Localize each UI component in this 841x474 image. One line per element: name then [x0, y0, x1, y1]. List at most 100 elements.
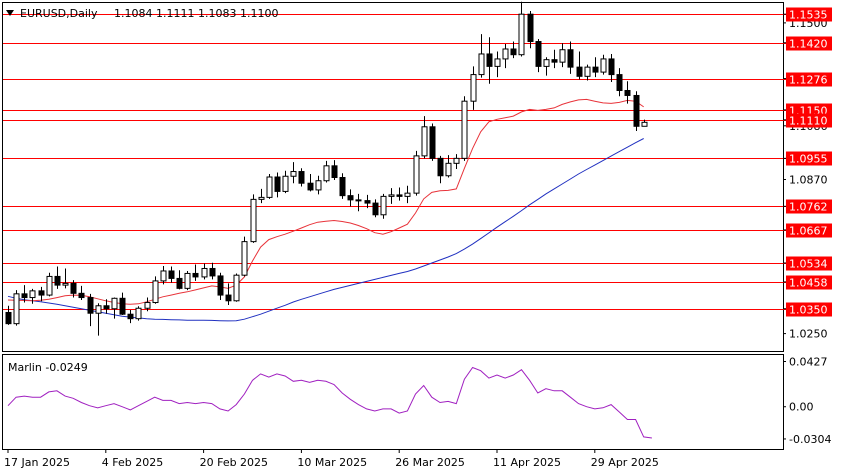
time-tick-label: 10 Mar 2025	[297, 456, 367, 469]
bullish-candle	[62, 282, 69, 286]
bullish-candle	[388, 194, 395, 197]
bearish-candle	[535, 41, 542, 67]
bearish-candle	[347, 195, 354, 201]
bullish-candle	[152, 280, 159, 304]
bearish-candle	[176, 277, 183, 289]
bullish-candle	[290, 171, 297, 177]
bullish-candle	[584, 66, 591, 77]
collapse-triangle-icon[interactable]	[6, 10, 14, 16]
level-label: 1.0762	[789, 201, 828, 214]
level-label-box	[786, 223, 832, 238]
bearish-candle	[592, 66, 599, 73]
bullish-candle	[144, 302, 151, 309]
indicator-label: Marlin -0.0249	[8, 361, 88, 374]
bearish-candle	[437, 157, 444, 177]
marlin-line	[7, 366, 652, 439]
bearish-candle	[217, 275, 224, 296]
symbol-timeframe: EURUSD,Daily	[20, 7, 98, 20]
bullish-candle	[266, 176, 273, 198]
bullish-candle	[13, 293, 20, 325]
bearish-candle	[527, 13, 534, 43]
bullish-candle	[453, 157, 460, 164]
bearish-candle	[192, 272, 199, 278]
time-tick-label: 29 Apr 2025	[591, 456, 659, 469]
bullish-candle	[543, 59, 550, 67]
bullish-candle	[641, 121, 648, 127]
bullish-candle	[502, 48, 509, 60]
bullish-candle	[380, 195, 387, 216]
bullish-candle	[135, 307, 142, 320]
level-label: 1.0955	[789, 153, 828, 166]
bullish-candle	[478, 53, 485, 76]
bearish-candle	[54, 275, 61, 286]
bullish-candle	[282, 175, 289, 192]
bearish-candle	[209, 267, 216, 277]
level-label-box	[786, 275, 832, 290]
marlin-oscillator	[7, 366, 652, 439]
level-label: 1.1420	[789, 38, 828, 51]
ohlc-values: 1.1084 1.1111 1.1083 1.1100	[114, 7, 278, 20]
bullish-candle	[494, 58, 501, 67]
bearish-candle	[21, 293, 28, 299]
bearish-candle	[103, 305, 110, 310]
bearish-candle	[633, 94, 640, 127]
level-label: 1.1276	[789, 74, 828, 87]
candlesticks	[5, 1, 648, 336]
bearish-candle	[576, 66, 583, 77]
bullish-candle	[250, 198, 257, 243]
level-label: 1.1535	[789, 9, 828, 22]
bullish-candle	[46, 275, 53, 296]
bullish-candle	[233, 274, 240, 302]
level-label-box	[786, 302, 832, 317]
bearish-candle	[364, 200, 371, 204]
bullish-candle	[445, 162, 452, 177]
bearish-candle	[225, 294, 232, 302]
level-label-box	[786, 7, 832, 22]
level-labels: 1.15351.14201.12761.11501.11101.09551.07…	[786, 7, 832, 317]
level-label-box	[786, 256, 832, 271]
bullish-candle	[413, 155, 420, 194]
bullish-candle	[315, 180, 322, 191]
bullish-candle	[258, 196, 265, 200]
indicator-tick-label: 0.0427	[789, 355, 828, 368]
bearish-candle	[567, 49, 574, 68]
bearish-candle	[396, 194, 403, 197]
bearish-candle	[307, 182, 314, 191]
bullish-candle	[518, 13, 525, 56]
time-tick-label: 20 Feb 2025	[200, 456, 268, 469]
bearish-candle	[616, 74, 623, 91]
bullish-candle	[559, 49, 566, 63]
bearish-candle	[298, 171, 305, 184]
bullish-candle	[470, 74, 477, 102]
bearish-candle	[5, 311, 12, 325]
bullish-candle	[95, 305, 102, 314]
level-label-box	[786, 36, 832, 51]
level-label-box	[786, 151, 832, 166]
price-tick-label: 1.0870	[789, 173, 828, 186]
level-label: 1.0534	[789, 258, 828, 271]
bullish-candle	[461, 100, 468, 159]
bearish-candle	[274, 176, 281, 192]
bearish-candle	[331, 165, 338, 178]
bearish-candle	[70, 282, 77, 294]
time-tick-label: 26 Mar 2025	[395, 456, 465, 469]
level-label: 1.1110	[789, 115, 828, 128]
level-label: 1.0350	[789, 304, 828, 317]
bullish-candle	[404, 192, 411, 197]
bearish-candle	[608, 58, 615, 76]
bullish-candle	[184, 272, 191, 289]
time-axis: 17 Jan 2025 4 Feb 2025 20 Feb 2025 10 Mar 2…	[4, 449, 659, 469]
indicator-tick-label: -0.0304	[789, 433, 831, 446]
time-tick-label: 17 Jan 2025	[4, 456, 70, 469]
bearish-candle	[624, 89, 631, 96]
bullish-candle	[600, 58, 607, 73]
time-tick-label: 4 Feb 2025	[102, 456, 163, 469]
bearish-candle	[119, 297, 126, 315]
bearish-candle	[486, 53, 493, 67]
level-label-box	[786, 199, 832, 214]
bullish-candle	[29, 290, 36, 299]
bearish-candle	[551, 59, 558, 63]
time-tick-label: 11 Apr 2025	[493, 456, 561, 469]
